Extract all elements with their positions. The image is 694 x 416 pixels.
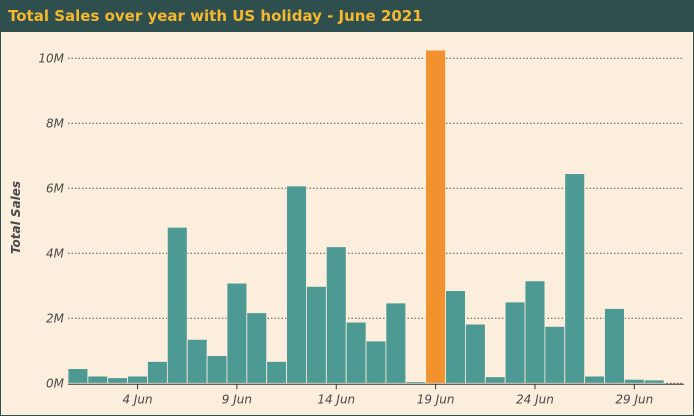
y-tick-label: 2M [46, 311, 65, 325]
grid-lines [68, 57, 684, 384]
bar [325, 246, 347, 384]
bar [643, 379, 665, 384]
bar [345, 321, 367, 384]
title-bar: Total Sales over year with US holiday - … [1, 1, 693, 32]
bar [504, 301, 526, 384]
bar [246, 312, 268, 384]
bar [465, 323, 486, 384]
bar [306, 285, 327, 384]
x-tick-label: 24 Jun [516, 392, 554, 406]
x-axis-ticks: 4 Jun 9 Jun 14 Jun 19 Jun 24 Jun 29 Jun [122, 384, 653, 406]
bar [107, 377, 129, 384]
bar [544, 325, 566, 384]
y-tick-label: 0M [46, 376, 65, 390]
bar [166, 226, 188, 384]
bar [604, 308, 625, 384]
bar [127, 375, 148, 384]
bar [87, 375, 109, 384]
bar [206, 355, 228, 384]
bar [286, 185, 307, 384]
y-tick-label: 6M [46, 181, 65, 195]
bar [524, 280, 546, 384]
bar [445, 290, 466, 384]
bar [67, 368, 89, 384]
x-tick-label: 4 Jun [122, 392, 152, 406]
y-tick-label: 4M [46, 246, 65, 260]
x-tick-label: 9 Jun [222, 392, 252, 406]
x-tick-label: 29 Jun [615, 392, 653, 406]
bar [484, 376, 506, 384]
bar [365, 340, 387, 384]
x-tick-label: 14 Jun [317, 392, 355, 406]
y-axis-title: Total Sales [9, 181, 23, 254]
bar [405, 381, 427, 384]
bar [564, 173, 586, 384]
y-tick-label: 8M [46, 116, 65, 130]
bar [584, 375, 605, 384]
bars [67, 49, 665, 384]
bar [147, 361, 168, 384]
bar [385, 302, 407, 384]
y-axis-ticks: 0M 2M 4M 6M 8M 10M [38, 51, 64, 390]
bar-holiday [425, 49, 446, 384]
bar [623, 378, 645, 384]
bar [266, 361, 287, 384]
x-tick-label: 19 Jun [417, 392, 455, 406]
chart-title: Total Sales over year with US holiday - … [8, 7, 423, 25]
y-tick-label: 10M [38, 51, 64, 65]
bar [226, 282, 248, 384]
bar [186, 338, 208, 384]
